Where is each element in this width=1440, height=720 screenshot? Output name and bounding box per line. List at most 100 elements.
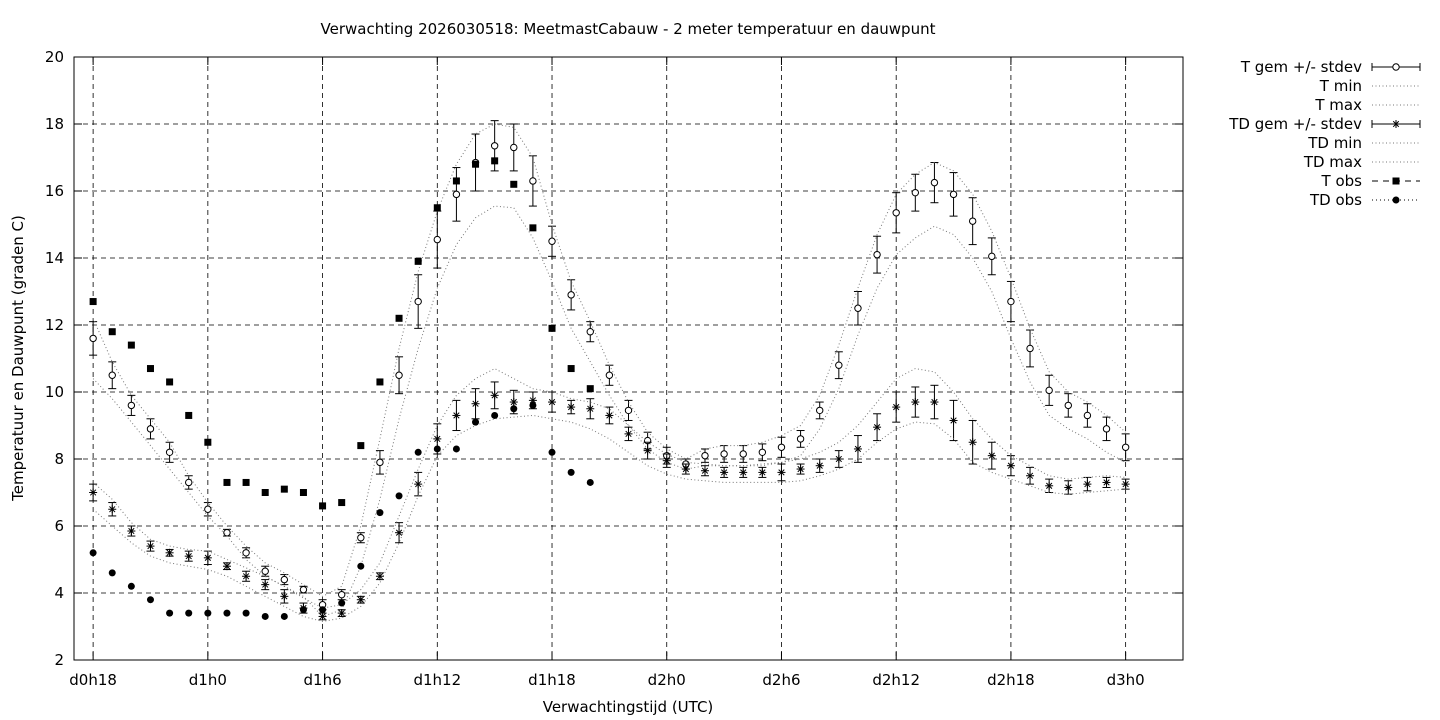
point-t-gem-stdev [204,505,212,513]
point-td-gem-stdev [681,465,690,474]
point-td-gem-stdev [356,595,365,604]
asterisk-stroke [262,581,269,588]
point-td-gem-stdev [1121,480,1130,489]
point-td-gem-stdev [528,396,537,405]
point-td-gem-stdev [1045,481,1054,490]
point-td-gem-stdev [414,480,423,489]
asterisk-stroke [778,469,785,476]
asterisk-stroke [950,417,957,424]
asterisk-stroke [376,573,384,580]
x-tick-label: d2h18 [987,671,1035,689]
point-td-gem-stdev [949,416,958,425]
legend-label: T obs [1321,172,1363,190]
point-td-obs [166,609,174,617]
point-td-gem-stdev [930,398,939,407]
point-t-obs [108,328,116,336]
asterisk-stroke [587,405,594,412]
point-t-gem-stdev [280,575,289,584]
y-tick-label: 2 [54,651,64,669]
point-td-gem-stdev [337,609,346,618]
asterisk-stroke [682,465,690,473]
point-t-gem-stdev [1026,344,1034,353]
series-line-td-min [92,414,1126,623]
asterisk-stroke [357,596,364,603]
point-td-obs [510,405,518,413]
point-t-gem-stdev [892,209,900,217]
asterisk-stroke [606,412,613,419]
point-t-gem-stdev [758,448,767,456]
point-t-gem-stdev [376,458,384,467]
asterisk-stroke [663,457,670,464]
point-t-gem-stdev [796,435,805,443]
point-t-gem-stdev [1045,386,1053,395]
point-td-obs [242,609,250,617]
point-td-obs [319,606,327,614]
point-t-gem-stdev [1007,297,1015,306]
point-t-gem-stdev [1083,411,1092,420]
point-td-gem-stdev [739,468,748,477]
asterisk-stroke [510,398,517,406]
point-td-obs [261,612,269,620]
point-t-obs [242,478,250,486]
legend-entry-t-gem-stdev: T gem +/- stdev [1240,58,1421,76]
point-t-obs [223,478,231,486]
point-t-gem-stdev [433,235,441,244]
asterisk-stroke [740,469,747,476]
point-td-obs [338,599,346,607]
point-td-obs [491,411,499,419]
asterisk-stroke [1122,480,1129,488]
y-tick-label: 16 [45,182,64,200]
point-t-obs [89,298,97,306]
asterisk-stroke [988,452,995,459]
point-t-obs [452,177,460,185]
point-t-gem-stdev [720,450,728,458]
asterisk-stroke [281,593,288,600]
point-t-obs [146,365,154,373]
point-t-gem-stdev [548,237,556,245]
x-tick-label: d2h12 [872,671,920,689]
point-td-gem-stdev [1083,480,1092,489]
point-t-gem-stdev [605,371,614,379]
asterisk-stroke [854,445,862,453]
axes: 2 4 6 8 10 12 14 16 18 20 d0h18 d1h0 d1h6 d1h12 d1h18 d… [45,48,1183,689]
point-td-gem-stdev [777,468,786,477]
asterisk-stroke [625,430,632,438]
point-t-gem-stdev [242,549,250,557]
point-td-obs [146,596,154,604]
y-tick-label: 20 [45,48,64,66]
asterisk-stroke [166,549,173,556]
point-td-gem-stdev [605,411,614,420]
point-td-gem-stdev [758,468,767,477]
point-td-gem-stdev [815,461,824,470]
asterisk-stroke [472,400,479,407]
point-t-obs [338,499,346,507]
x-axis-label: Verwachtingstijd (UTC) [543,698,714,716]
point-td-gem-stdev [203,553,212,562]
point-t-gem-stdev [624,406,633,415]
asterisk-stroke [185,552,192,560]
asterisk-stroke [567,403,575,411]
point-td-gem-stdev [624,429,633,438]
point-td-gem-stdev [873,423,882,432]
point-t-gem-stdev [510,143,518,152]
point-td-gem-stdev [146,542,155,551]
point-td-gem-stdev [548,398,557,407]
point-t-gem-stdev [816,406,824,415]
point-td-gem-stdev [471,399,480,408]
asterisk-stroke [835,455,842,463]
point-td-gem-stdev [452,411,461,420]
point-t-gem-stdev [1064,401,1072,410]
point-td-obs [204,609,212,617]
series-t-gem-stdev [89,120,1130,611]
legend-marker [1392,63,1400,71]
point-t-obs [357,442,365,450]
x-tick-label: d1h18 [528,671,576,689]
point-td-obs [452,445,460,453]
legend-label: TD min [1307,134,1362,152]
asterisk-stroke [453,412,460,419]
asterisk-stroke [797,465,804,473]
asterisk-stroke [548,398,556,406]
point-td-gem-stdev [1026,471,1035,480]
asterisk-stroke [204,554,211,561]
